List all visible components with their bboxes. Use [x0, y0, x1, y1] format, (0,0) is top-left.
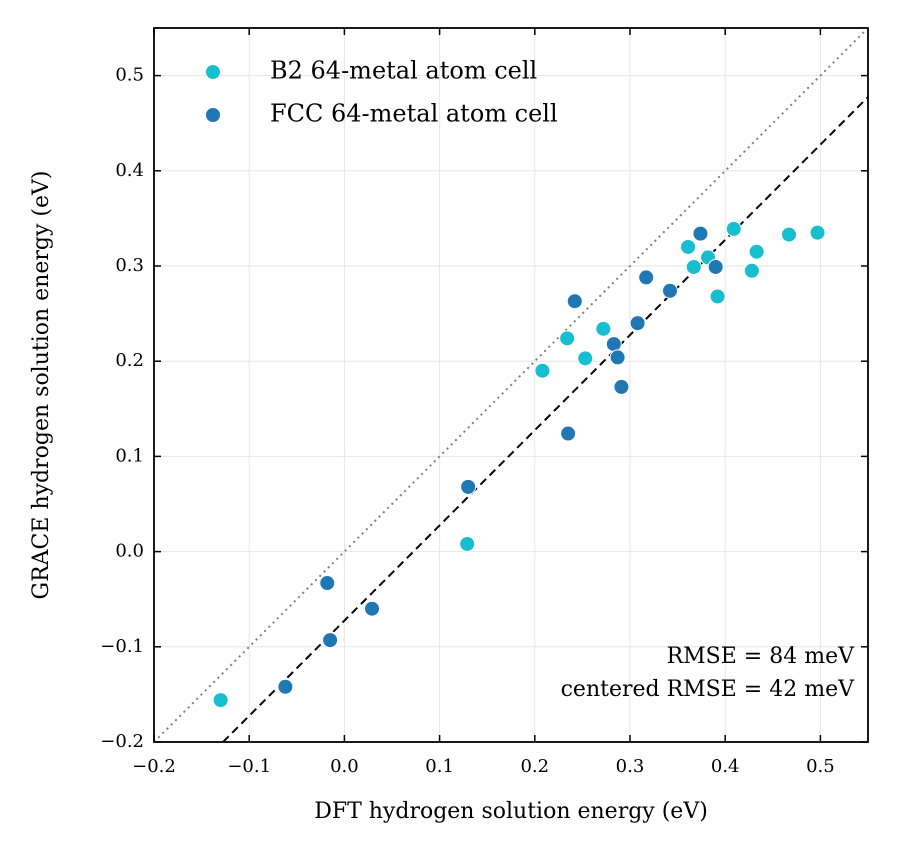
x-axis-label: DFT hydrogen solution energy (eV) [314, 799, 708, 824]
y-tick-label: 0.5 [115, 65, 144, 86]
y-tick-label: −0.1 [100, 636, 144, 657]
x-tick-label: 0.0 [330, 756, 359, 777]
scatter-point [560, 425, 577, 442]
scatter-point [460, 478, 477, 495]
scatter-point [725, 220, 742, 237]
scatter-point [559, 330, 576, 347]
scatter-point [629, 315, 646, 332]
scatter-point [661, 282, 678, 299]
scatter-point [534, 362, 551, 379]
annotation: centered RMSE = 42 meV [561, 677, 855, 702]
scatter-point [605, 336, 622, 353]
scatter-point [680, 238, 697, 255]
y-tick-label: 0.2 [115, 350, 144, 371]
x-tick-label: −0.2 [132, 756, 176, 777]
legend-marker [205, 107, 221, 123]
scatter-point [364, 600, 381, 617]
scatter-point [577, 350, 594, 367]
scatter-point [685, 258, 702, 275]
legend-label: FCC 64-metal atom cell [270, 100, 558, 128]
scatter-point [613, 378, 630, 395]
plot-frame [153, 27, 869, 743]
y-tick-label: 0.1 [115, 445, 144, 466]
scatter-point [638, 269, 655, 286]
x-tick-label: 0.5 [806, 756, 835, 777]
scatter-point [459, 535, 476, 552]
scatter-point [322, 632, 339, 649]
scatter-point [566, 293, 583, 310]
scatter-point [707, 258, 724, 275]
x-tick-label: 0.3 [616, 756, 645, 777]
scatter-point [780, 226, 797, 243]
y-axis-label: GRACE hydrogen solution energy (eV) [29, 171, 54, 600]
scatter-point [609, 349, 626, 366]
annotation: RMSE = 84 meV [667, 644, 856, 669]
scatter-point [595, 320, 612, 337]
scatter-point [277, 678, 294, 695]
reference-line [154, 28, 868, 742]
y-tick-label: −0.2 [100, 731, 144, 752]
x-tick-label: 0.2 [520, 756, 549, 777]
scatter-point [692, 225, 709, 242]
scatter-point [709, 288, 726, 305]
scatter-point [748, 243, 765, 260]
x-tick-label: 0.4 [711, 756, 740, 777]
scatter-point [809, 224, 826, 241]
x-tick-label: −0.1 [227, 756, 271, 777]
scatter-point [743, 262, 760, 279]
y-tick-label: 0.0 [115, 541, 144, 562]
scatter-point [319, 575, 336, 592]
legend-marker [205, 64, 221, 80]
y-tick-label: 0.3 [115, 255, 144, 276]
x-tick-label: 0.1 [425, 756, 454, 777]
y-tick-label: 0.4 [115, 160, 144, 181]
scatter-point [212, 692, 229, 709]
legend-label: B2 64-metal atom cell [270, 57, 537, 85]
reference-line [222, 96, 868, 742]
